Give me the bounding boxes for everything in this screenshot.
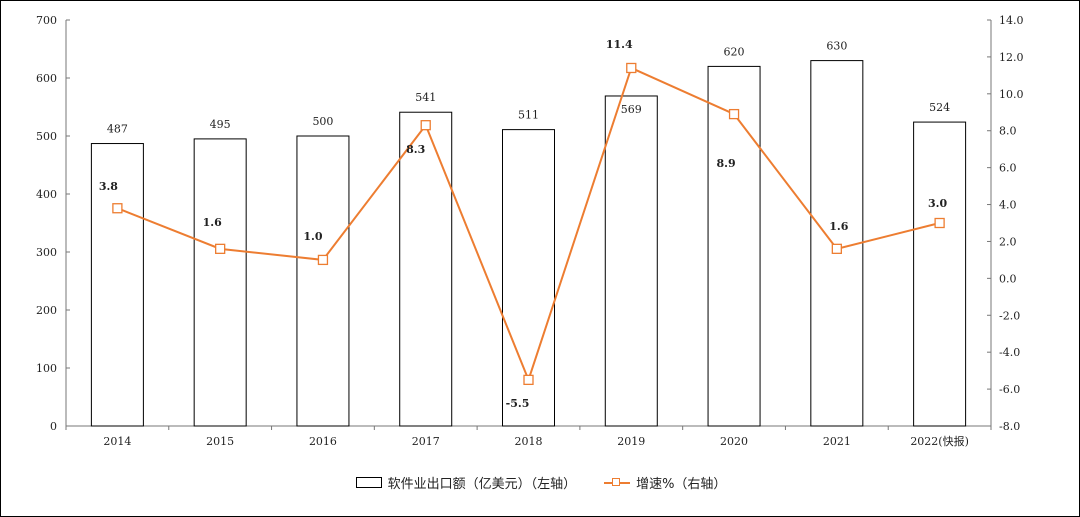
legend-bar-swatch [355, 477, 382, 488]
right-tick-label: -2.0 [999, 309, 1020, 322]
bar-label: 620 [724, 45, 745, 58]
bar [604, 95, 658, 427]
bar [399, 111, 453, 427]
growth-marker [317, 254, 329, 266]
right-tick-label: 6.0 [999, 162, 1017, 175]
x-tick-label: 2017 [412, 435, 440, 448]
legend-line-label: 增速%（右轴） [636, 477, 727, 492]
legend-item-line: 增速%（右轴） [604, 473, 726, 492]
x-tick-label: 2015 [206, 435, 234, 448]
bar [90, 143, 144, 427]
right-tick-label: -8.0 [999, 420, 1020, 433]
bar-label: 511 [518, 109, 539, 122]
growth-label: 8.9 [716, 157, 735, 170]
left-tick-label: 100 [36, 362, 57, 375]
growth-label: 11.4 [606, 38, 633, 51]
growth-marker [728, 108, 740, 120]
x-tick-label: 2020 [720, 435, 748, 448]
bar-label: 541 [415, 91, 436, 104]
right-tick-label: 14.0 [999, 14, 1024, 27]
right-tick-label: 8.0 [999, 125, 1017, 138]
bar-label: 569 [621, 103, 642, 116]
left-tick-label: 300 [36, 246, 57, 259]
growth-label: 3.0 [928, 197, 947, 210]
right-tick-label: 2.0 [999, 235, 1017, 248]
bar-label: 487 [107, 123, 128, 136]
bar [810, 60, 864, 427]
bar-label: 524 [929, 101, 950, 114]
growth-label: 1.0 [303, 230, 322, 243]
bar [193, 138, 247, 427]
right-tick-label: 12.0 [999, 51, 1024, 64]
growth-marker [420, 120, 431, 131]
right-tick-label: -4.0 [999, 346, 1020, 359]
left-tick-label: 0 [50, 420, 57, 433]
growth-label: 1.6 [829, 220, 848, 233]
growth-marker [831, 243, 842, 254]
growth-marker [215, 243, 226, 254]
growth-marker [934, 217, 945, 229]
bar-label: 495 [210, 118, 231, 131]
growth-label: 1.6 [203, 216, 222, 229]
legend-line-swatch [604, 477, 631, 486]
bar [913, 121, 967, 427]
growth-marker [523, 374, 534, 386]
left-tick-label: 600 [36, 72, 57, 85]
bar-label: 500 [312, 115, 333, 128]
right-tick-label: 10.0 [999, 88, 1024, 101]
x-tick-label: 2022(快报) [910, 434, 969, 448]
x-tick-label: 2018 [515, 435, 543, 448]
growth-marker [112, 203, 123, 214]
x-tick-label: 2016 [309, 435, 337, 448]
legend-item-bar: 软件业出口额（亿美元）（左轴） [355, 473, 577, 492]
growth-label: 8.3 [406, 143, 425, 156]
bar [707, 65, 761, 427]
left-tick-label: 500 [36, 130, 57, 143]
left-tick-label: 700 [36, 14, 57, 27]
left-tick-label: 400 [36, 188, 57, 201]
x-tick-label: 2019 [617, 435, 645, 448]
x-tick-label: 2014 [103, 435, 131, 448]
bar [296, 135, 350, 427]
left-tick-label: 200 [36, 304, 57, 317]
right-tick-label: 4.0 [999, 199, 1017, 212]
growth-label: -5.5 [506, 397, 530, 410]
growth-marker [626, 62, 637, 74]
bar-label: 630 [826, 40, 847, 53]
right-tick-label: -6.0 [999, 383, 1020, 396]
growth-label: 3.8 [99, 180, 118, 193]
legend-bar-label: 软件业出口额（亿美元）（左轴） [387, 477, 577, 492]
legend: 软件业出口额（亿美元）（左轴） 增速%（右轴） [1, 473, 1079, 492]
right-tick-label: 0.0 [999, 272, 1017, 285]
x-tick-label: 2021 [823, 435, 851, 448]
